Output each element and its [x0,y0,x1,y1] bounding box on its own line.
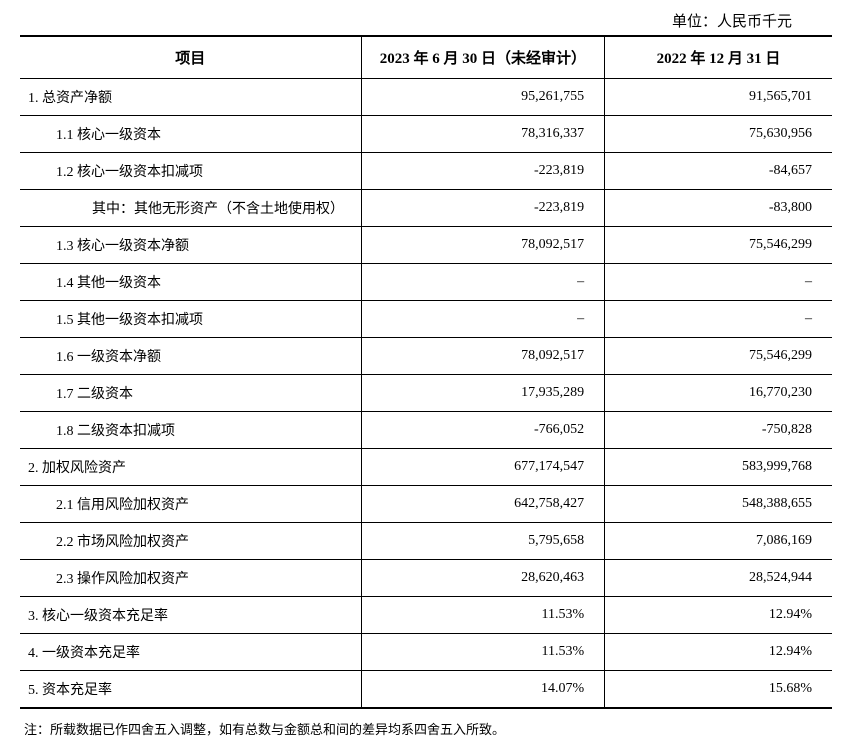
header-col-b: 2022 年 12 月 31 日 [605,36,832,79]
row-value-b: -84,657 [605,153,832,190]
row-label: 3. 核心一级资本充足率 [20,597,361,634]
table-row: 1.7 二级资本17,935,28916,770,230 [20,375,832,412]
row-label: 5. 资本充足率 [20,671,361,709]
row-value-a: – [361,264,605,301]
row-label: 1.2 核心一级资本扣减项 [20,153,361,190]
row-label: 1.7 二级资本 [20,375,361,412]
row-label: 2.1 信用风险加权资产 [20,486,361,523]
row-value-b: 75,546,299 [605,227,832,264]
row-label: 1.6 一级资本净额 [20,338,361,375]
row-value-a: 5,795,658 [361,523,605,560]
footnote: 注：所载数据已作四舍五入调整，如有总数与金额总和间的差异均系四舍五入所致。 [20,719,832,738]
table-row: 1.2 核心一级资本扣减项-223,819-84,657 [20,153,832,190]
row-value-a: 78,092,517 [361,227,605,264]
table-row: 2.2 市场风险加权资产5,795,6587,086,169 [20,523,832,560]
table-row: 2. 加权风险资产677,174,547583,999,768 [20,449,832,486]
row-value-b: – [605,264,832,301]
table-row: 3. 核心一级资本充足率11.53%12.94% [20,597,832,634]
header-col-a: 2023 年 6 月 30 日（未经审计） [361,36,605,79]
row-value-b: 15.68% [605,671,832,709]
row-label: 1.1 核心一级资本 [20,116,361,153]
table-row: 5. 资本充足率14.07%15.68% [20,671,832,709]
row-value-b: 16,770,230 [605,375,832,412]
row-label: 4. 一级资本充足率 [20,634,361,671]
row-label: 1. 总资产净额 [20,79,361,116]
row-label: 1.3 核心一级资本净额 [20,227,361,264]
row-value-b: – [605,301,832,338]
row-label: 其中：其他无形资产（不含土地使用权） [20,190,361,227]
row-value-a: -223,819 [361,153,605,190]
row-value-b: 7,086,169 [605,523,832,560]
table-row: 其中：其他无形资产（不含土地使用权）-223,819-83,800 [20,190,832,227]
table-row: 1.6 一级资本净额78,092,51775,546,299 [20,338,832,375]
row-value-a: 28,620,463 [361,560,605,597]
row-value-a: 677,174,547 [361,449,605,486]
row-value-a: 95,261,755 [361,79,605,116]
row-value-a: 14.07% [361,671,605,709]
table-row: 1.8 二级资本扣减项-766,052-750,828 [20,412,832,449]
row-value-b: 548,388,655 [605,486,832,523]
row-value-b: 75,546,299 [605,338,832,375]
row-value-b: 12.94% [605,597,832,634]
row-value-b: 75,630,956 [605,116,832,153]
table-row: 2.1 信用风险加权资产642,758,427548,388,655 [20,486,832,523]
row-value-b: 583,999,768 [605,449,832,486]
row-label: 1.5 其他一级资本扣减项 [20,301,361,338]
table-row: 1.4 其他一级资本–– [20,264,832,301]
table-row: 1. 总资产净额95,261,75591,565,701 [20,79,832,116]
table-row: 1.1 核心一级资本78,316,33775,630,956 [20,116,832,153]
capital-adequacy-table: 项目 2023 年 6 月 30 日（未经审计） 2022 年 12 月 31 … [20,35,832,709]
row-value-b: -750,828 [605,412,832,449]
row-value-b: 28,524,944 [605,560,832,597]
row-value-a: 11.53% [361,597,605,634]
table-row: 1.5 其他一级资本扣减项–– [20,301,832,338]
table-row: 1.3 核心一级资本净额78,092,51775,546,299 [20,227,832,264]
table-header-row: 项目 2023 年 6 月 30 日（未经审计） 2022 年 12 月 31 … [20,36,832,79]
row-label: 2. 加权风险资产 [20,449,361,486]
row-value-a: 11.53% [361,634,605,671]
row-value-a: 78,092,517 [361,338,605,375]
row-value-a: 17,935,289 [361,375,605,412]
table-row: 2.3 操作风险加权资产28,620,46328,524,944 [20,560,832,597]
row-value-a: 78,316,337 [361,116,605,153]
row-value-b: 91,565,701 [605,79,832,116]
row-value-a: -223,819 [361,190,605,227]
table-row: 4. 一级资本充足率11.53%12.94% [20,634,832,671]
row-label: 1.8 二级资本扣减项 [20,412,361,449]
row-value-a: – [361,301,605,338]
table-body: 1. 总资产净额95,261,75591,565,7011.1 核心一级资本78… [20,79,832,709]
row-label: 1.4 其他一级资本 [20,264,361,301]
row-label: 2.2 市场风险加权资产 [20,523,361,560]
row-value-a: 642,758,427 [361,486,605,523]
row-label: 2.3 操作风险加权资产 [20,560,361,597]
header-item: 项目 [20,36,361,79]
row-value-b: 12.94% [605,634,832,671]
row-value-a: -766,052 [361,412,605,449]
unit-label: 单位：人民币千元 [20,10,832,31]
row-value-b: -83,800 [605,190,832,227]
